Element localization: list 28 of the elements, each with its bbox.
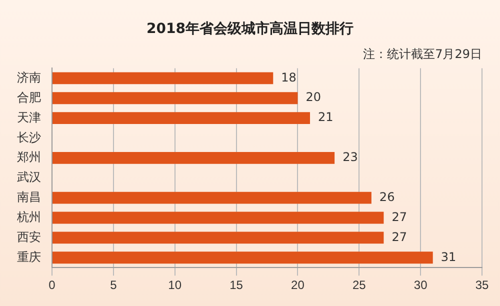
y-tick-label: 长沙 bbox=[17, 130, 41, 144]
data-label: 20 bbox=[306, 90, 321, 104]
x-tick-label: 10 bbox=[168, 278, 182, 292]
y-tick-label: 合肥 bbox=[17, 90, 41, 104]
data-label: 27 bbox=[392, 230, 407, 244]
data-label: 21 bbox=[318, 110, 334, 124]
y-tick-label: 郑州 bbox=[17, 150, 41, 164]
y-tick-label: 南昌 bbox=[17, 190, 41, 204]
y-tick-label: 西安 bbox=[17, 230, 41, 244]
data-label: 31 bbox=[440, 250, 456, 264]
y-tick-label: 武汉 bbox=[17, 170, 41, 184]
data-label: 27 bbox=[392, 210, 407, 224]
data-label: 18 bbox=[281, 70, 296, 84]
y-tick-label: 重庆 bbox=[17, 250, 41, 264]
x-tick-label: 5 bbox=[110, 278, 118, 292]
x-tick-label: 25 bbox=[352, 278, 366, 292]
y-tick-label: 济南 bbox=[17, 70, 41, 84]
x-tick-label: 0 bbox=[48, 278, 56, 292]
x-tick-label: 35 bbox=[475, 278, 489, 292]
data-label: 23 bbox=[342, 150, 358, 164]
data-label: 26 bbox=[379, 190, 395, 204]
y-tick-label: 杭州 bbox=[16, 210, 41, 224]
chart-title: 2018年省会级城市高温日数排行 bbox=[146, 20, 354, 38]
x-tick-label: 15 bbox=[230, 278, 244, 292]
x-tick-label: 20 bbox=[291, 278, 305, 292]
y-tick-label: 天津 bbox=[17, 110, 41, 124]
x-tick-label: 30 bbox=[414, 278, 428, 292]
text: 注：统计截至7月29日 bbox=[363, 46, 482, 63]
